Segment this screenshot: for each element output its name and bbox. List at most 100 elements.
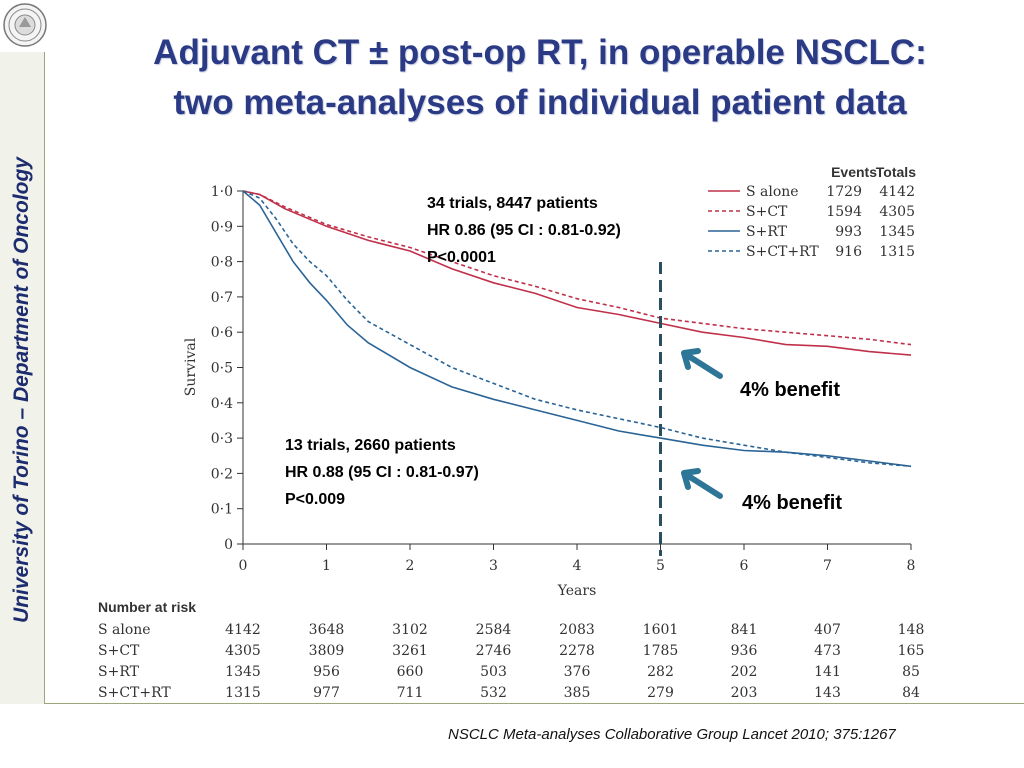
risk-table-title: Number at risk <box>98 599 196 615</box>
legend-label: S+CT <box>746 204 788 220</box>
risk-cell: 503 <box>480 664 507 680</box>
benefit-label: 4% benefit <box>742 492 842 514</box>
risk-cell: 148 <box>898 622 925 638</box>
benefit-arrowhead-icon <box>681 348 701 370</box>
annotation-text-lower: 13 trials, 2660 patients <box>285 437 456 454</box>
risk-cell: 3261 <box>392 643 428 659</box>
risk-cell: 84 <box>902 685 920 701</box>
legend-label: S+CT+RT <box>746 244 819 260</box>
legend-totals: 4305 <box>879 204 915 220</box>
risk-cell: 3809 <box>309 643 345 659</box>
y-tick-label: 0·1 <box>211 502 233 518</box>
benefit-arrow-icon <box>687 474 723 499</box>
risk-cell: 1345 <box>225 664 261 680</box>
title-line-1: Adjuvant CT ± post-op RT, in operable NS… <box>153 33 927 72</box>
y-tick-label: 0·4 <box>211 396 233 412</box>
series-line-2 <box>242 190 912 468</box>
slide-title: Adjuvant CT ± post-op RT, in operable NS… <box>70 28 1010 128</box>
series-line-0 <box>242 190 912 356</box>
chart-annotations: 34 trials, 8447 patients HR 0.86 (95 CI :… <box>285 195 842 514</box>
sidebar-panel <box>0 52 45 704</box>
risk-cell: 407 <box>814 622 841 638</box>
footer-divider <box>44 703 1024 704</box>
x-axis-label: Years <box>557 583 597 599</box>
series-line-1 <box>242 190 912 346</box>
x-tick-label: 3 <box>489 558 498 574</box>
risk-cell: 2584 <box>476 622 512 638</box>
legend-events: 1594 <box>826 204 862 220</box>
y-tick-label: 0·7 <box>211 290 233 306</box>
risk-cell: 4142 <box>225 622 261 638</box>
risk-cell: 85 <box>902 664 920 680</box>
risk-cell: 977 <box>313 685 340 701</box>
risk-cell: 956 <box>313 664 340 680</box>
x-tick-label: 7 <box>823 558 832 574</box>
citation: NSCLC Meta-analyses Collaborative Group … <box>448 726 896 743</box>
risk-cell: 279 <box>647 685 674 701</box>
risk-cell: 660 <box>397 664 424 680</box>
annotation-text-lower: P<0.009 <box>285 491 345 508</box>
y-axis-label: Survival <box>183 337 199 396</box>
risk-row-label: S alone <box>98 622 151 638</box>
benefit-label: 4% benefit <box>740 379 840 401</box>
chart-panel <box>92 160 936 702</box>
y-tick-label: 0·2 <box>211 466 233 482</box>
university-seal-icon <box>3 3 47 47</box>
risk-cell: 473 <box>814 643 841 659</box>
x-tick-label: 4 <box>573 558 582 574</box>
risk-cell: 385 <box>564 685 591 701</box>
risk-cell: 165 <box>898 643 925 659</box>
risk-cell: 2278 <box>559 643 595 659</box>
risk-cell: 203 <box>731 685 758 701</box>
risk-cell: 2083 <box>559 622 595 638</box>
risk-cell: 841 <box>731 622 758 638</box>
legend-events: 1729 <box>826 184 862 200</box>
y-tick-label: 0·3 <box>211 431 233 447</box>
risk-row-label: S+RT <box>98 664 140 680</box>
annotation-text-upper: P<0.0001 <box>427 249 496 266</box>
legend-totals: 4142 <box>879 184 915 200</box>
risk-cell: 1601 <box>643 622 679 638</box>
risk-cell: 3102 <box>392 622 428 638</box>
legend-label: S+RT <box>746 224 788 240</box>
risk-cell: 711 <box>397 685 424 701</box>
chart-axes: 0 0·1 0·2 0·3 0·4 0·5 0·6 0·7 0·8 0·9 1·0 0 1 2 3 4 5 6 7 8… <box>183 184 915 599</box>
annotation-text-lower: HR 0.88 (95 CI : 0.81-0.97) <box>285 464 479 481</box>
legend-header-totals: Totals <box>876 164 916 180</box>
y-tick-label: 0·6 <box>211 325 233 341</box>
risk-cell: 1315 <box>225 685 261 701</box>
risk-cell: 141 <box>814 664 841 680</box>
risk-cell: 1785 <box>643 643 679 659</box>
benefit-arrowhead-icon <box>681 468 701 490</box>
annotation-text-upper: 34 trials, 8447 patients <box>427 195 598 212</box>
chart-series <box>242 190 912 468</box>
legend-events: 916 <box>835 244 862 260</box>
x-tick-label: 8 <box>907 558 916 574</box>
risk-row-label: S+CT <box>98 643 140 659</box>
x-tick-label: 6 <box>740 558 749 574</box>
risk-cell: 532 <box>480 685 507 701</box>
y-tick-label: 1·0 <box>211 184 233 200</box>
risk-cell: 3648 <box>309 622 345 638</box>
legend-totals: 1315 <box>879 244 915 260</box>
risk-cell: 376 <box>564 664 591 680</box>
annotation-text-upper: HR 0.86 (95 CI : 0.81-0.92) <box>427 222 621 239</box>
legend-events: 993 <box>835 224 862 240</box>
risk-cell: 936 <box>731 643 758 659</box>
benefit-arrow-icon <box>687 354 723 379</box>
legend-header-events: Events <box>831 164 877 180</box>
risk-table: Number at risk S alone 4142 3648 3102 2584 208… <box>98 599 924 701</box>
legend-label: S alone <box>746 184 799 200</box>
y-tick-label: 0·8 <box>211 255 233 271</box>
x-tick-label: 1 <box>322 558 331 574</box>
y-tick-label: 0·5 <box>211 361 233 377</box>
risk-row-label: S+CT+RT <box>98 685 171 701</box>
legend-totals: 1345 <box>879 224 915 240</box>
x-tick-label: 0 <box>239 558 248 574</box>
y-tick-label: 0 <box>224 537 233 553</box>
risk-cell: 143 <box>814 685 841 701</box>
series-line-3 <box>242 190 912 468</box>
risk-cell: 4305 <box>225 643 261 659</box>
